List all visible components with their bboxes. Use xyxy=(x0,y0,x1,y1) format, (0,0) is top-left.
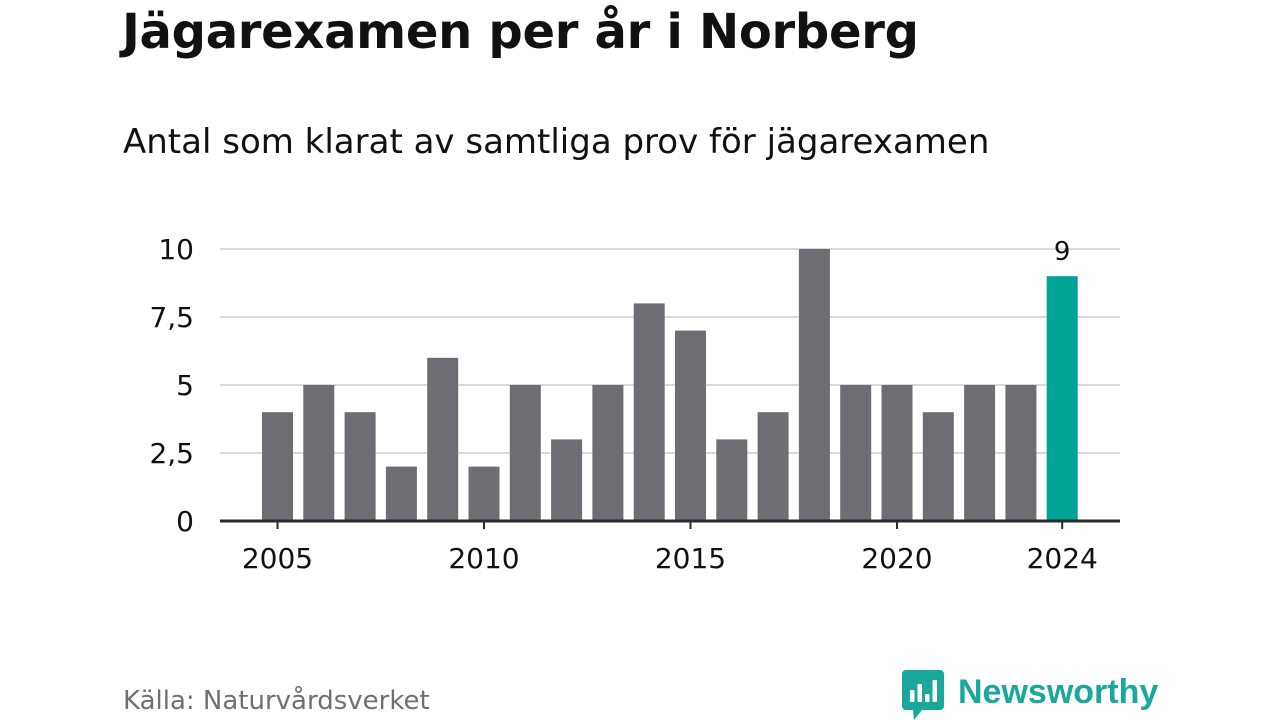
bar xyxy=(922,412,954,521)
bar xyxy=(840,385,872,521)
x-tick-label: 2020 xyxy=(861,542,932,575)
brand-name: Newsworthy xyxy=(958,672,1159,711)
bar xyxy=(468,466,500,521)
bar xyxy=(551,439,583,521)
x-tick-label: 2024 xyxy=(1027,542,1098,575)
bar-highlight xyxy=(1046,276,1078,521)
y-tick-label: 10 xyxy=(158,233,194,266)
bar xyxy=(716,439,748,521)
bar xyxy=(798,249,830,521)
bar xyxy=(757,412,789,521)
bar xyxy=(262,412,293,521)
data-label: 9 xyxy=(1054,237,1071,267)
y-tick-label: 7,5 xyxy=(149,301,194,334)
x-tick-label: 2015 xyxy=(655,542,726,575)
bar xyxy=(1005,385,1037,521)
chart-subtitle: Antal som klarat av samtliga prov för jä… xyxy=(123,122,990,162)
bar xyxy=(592,385,624,521)
bar xyxy=(964,385,996,521)
bar xyxy=(633,303,665,521)
x-tick-label: 2005 xyxy=(242,542,313,575)
y-tick-label: 0 xyxy=(176,505,194,538)
bar xyxy=(881,385,913,521)
bar xyxy=(427,357,459,521)
bar xyxy=(385,466,417,521)
bar xyxy=(344,412,376,521)
chart-title: Jägarexamen per år i Norberg xyxy=(122,4,919,60)
bar xyxy=(509,385,541,521)
y-tick-label: 2,5 xyxy=(149,437,194,470)
x-tick-label: 2010 xyxy=(448,542,519,575)
source-note: Källa: Naturvårdsverket xyxy=(123,686,430,716)
bar xyxy=(303,385,335,521)
newsworthy-logo-icon xyxy=(902,670,944,720)
bar-chart: 0 2,5 5 7,5 10 9 2005 2010 2015 2020 2024 xyxy=(149,233,1120,575)
bar xyxy=(675,330,706,521)
brand-logo: Newsworthy xyxy=(902,670,1158,720)
y-tick-label: 5 xyxy=(176,369,194,402)
